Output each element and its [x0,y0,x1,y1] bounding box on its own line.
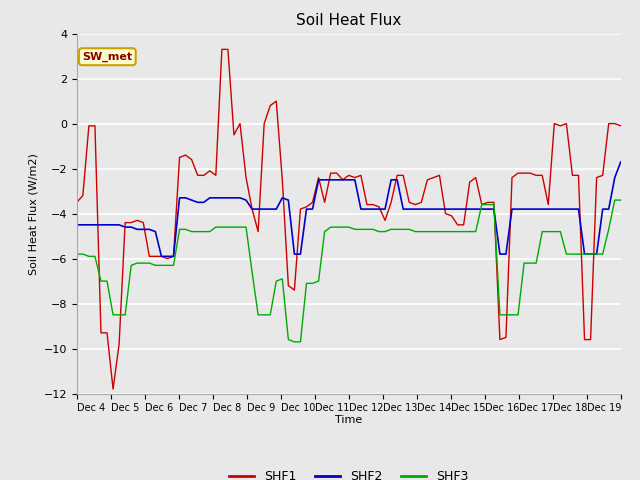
SHF2 [218,195,226,201]
SHF3 [611,197,619,203]
Text: SW_met: SW_met [82,51,132,62]
SHF3 [617,197,625,203]
SHF1 [218,47,226,52]
SHF2 [605,206,612,212]
SHF1 [399,172,407,178]
SHF1 [206,168,214,174]
SHF3 [140,260,147,266]
SHF2 [157,253,165,259]
Title: Soil Heat Flux: Soil Heat Flux [296,13,401,28]
SHF2 [538,206,546,212]
Y-axis label: Soil Heat Flux (W/m2): Soil Heat Flux (W/m2) [28,153,38,275]
SHF1 [109,386,117,392]
SHF1 [545,202,552,207]
SHF3 [200,228,207,234]
SHF3 [212,224,220,230]
SHF2 [73,222,81,228]
SHF2 [206,195,214,201]
SHF1 [617,123,625,129]
SHF2 [140,227,147,232]
SHF2 [617,159,625,165]
SHF1 [145,253,153,259]
X-axis label: Time: Time [335,415,362,425]
Legend: SHF1, SHF2, SHF3: SHF1, SHF2, SHF3 [224,465,474,480]
SHF1 [611,120,619,126]
SHF3 [73,251,81,257]
Line: SHF1: SHF1 [77,49,621,389]
Line: SHF3: SHF3 [77,200,621,342]
SHF2 [611,175,619,180]
SHF3 [605,227,612,232]
SHF3 [538,228,546,234]
SHF3 [291,339,298,345]
SHF3 [394,227,401,232]
Line: SHF2: SHF2 [77,162,621,256]
SHF1 [73,200,81,205]
SHF1 [224,47,232,52]
